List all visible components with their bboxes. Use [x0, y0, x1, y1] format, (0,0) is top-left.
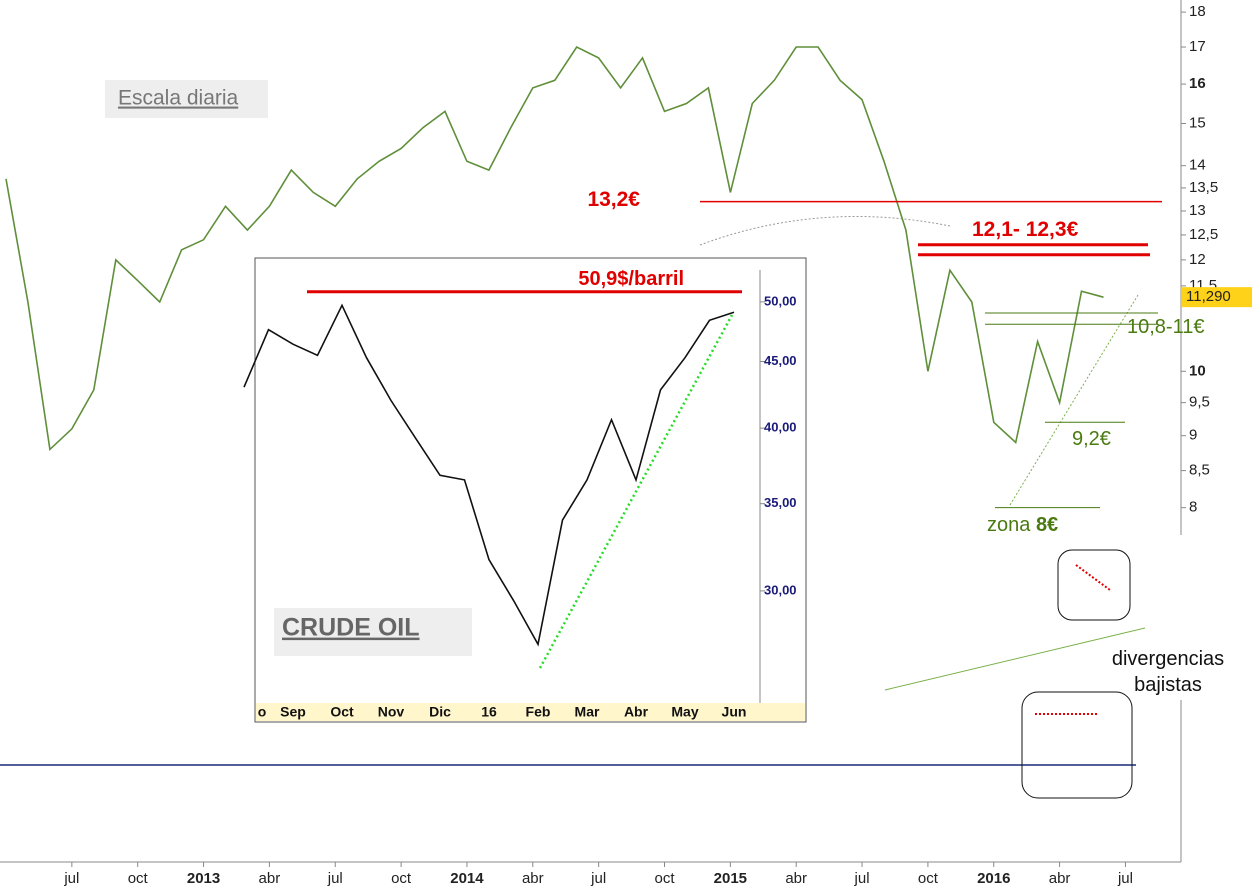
y-tick-label: 8,5: [1189, 462, 1210, 479]
y-tick-label: 35,00: [764, 495, 797, 510]
x-tick-label: 2014: [450, 870, 484, 887]
level-label: zona 8€: [987, 514, 1058, 536]
price-line: [5, 45, 1104, 452]
inset-chart: CRUDE OIL 30,00 35,00 40,00 45,00 50,00 o Sep O…: [243, 257, 807, 723]
x-tick-label: 2016: [977, 870, 1010, 887]
x-tick-label: jul: [854, 870, 870, 887]
x-tick-label: oct: [918, 870, 939, 887]
x-tick-label: oct: [654, 870, 675, 887]
y-tick-label: 10: [1189, 362, 1206, 379]
annotation-line: divergencias: [1112, 648, 1224, 670]
x-tick-label: jul: [1117, 870, 1133, 887]
x-tick-label: 2015: [714, 870, 747, 887]
x-tick-label: Mar: [575, 704, 600, 720]
divergence-line: [1075, 564, 1111, 591]
y-tick-label: 17: [1189, 38, 1206, 55]
y-tick-label: 9: [1189, 427, 1197, 444]
last-price-box: [1182, 287, 1252, 308]
x-tick-label: Jun: [722, 704, 747, 720]
x-tick-label: o: [258, 704, 267, 720]
x-tick-label: Nov: [378, 704, 405, 720]
x-tick-label: jul: [63, 870, 79, 887]
x-tick-label: Dic: [429, 704, 451, 720]
title-box: [105, 80, 268, 118]
level-label-text: 13,2€: [587, 188, 640, 211]
y-tick-label: 13: [1189, 202, 1206, 219]
trend-line: [1009, 294, 1139, 506]
trend-line: [538, 314, 734, 669]
level-label: 50,9$/barril: [578, 268, 684, 290]
x-tick-label: Oct: [330, 704, 354, 720]
inset-title: CRUDE OIL: [282, 614, 420, 642]
y-tick-label: 8: [1189, 499, 1197, 516]
level-label-bold: 8€: [1036, 514, 1058, 536]
x-tick-label: abr: [522, 870, 544, 887]
x-tick-label: Feb: [526, 704, 551, 720]
level-label: 13,2€: [587, 188, 640, 211]
chart-title: Escala diaria: [118, 87, 239, 110]
highlight-box: [1057, 549, 1131, 621]
y-tick-label: 45,00: [764, 353, 797, 368]
connector-arrow: [699, 215, 951, 246]
x-tick-label: jul: [590, 870, 606, 887]
last-price-label: 11,290: [1186, 288, 1231, 305]
x-tick-label: Sep: [280, 704, 306, 720]
x-tick-label: abr: [1049, 870, 1071, 887]
annotation: divergencias bajistas: [1112, 648, 1224, 696]
level-label-text: zona: [987, 514, 1031, 536]
y-tick-label: 40,00: [764, 420, 797, 435]
x-tick-label: oct: [128, 870, 149, 887]
y-tick-label: 16: [1189, 75, 1206, 92]
inset-axis-strip: [256, 703, 805, 721]
y-tick-label: 14: [1189, 157, 1206, 174]
level-label-text: 9,2€: [1072, 428, 1111, 450]
trend-line: [884, 627, 1146, 691]
highlight-box: [1021, 691, 1133, 799]
x-tick-label: abr: [785, 870, 807, 887]
level-label: 12,1- 12,3€: [972, 218, 1079, 241]
x-tick-label: jul: [327, 870, 343, 887]
level-label: 10,8-11€: [1127, 316, 1204, 338]
price-line: [243, 303, 735, 647]
x-tick-label: Abr: [624, 704, 649, 720]
x-tick-label: May: [671, 704, 698, 720]
y-tick-label: 50,00: [764, 293, 797, 308]
x-tick-label: oct: [391, 870, 412, 887]
x-tick-label: 2013: [187, 870, 220, 887]
y-tick-label: 9,5: [1189, 394, 1210, 411]
y-tick-label: 12: [1189, 251, 1206, 268]
level-label-text: 10,8-11€: [1127, 316, 1204, 338]
x-tick-label: 16: [481, 704, 497, 720]
level-label: 9,2€: [1072, 428, 1111, 450]
y-tick-label: 15: [1189, 114, 1206, 131]
y-tick-label: 13,5: [1189, 179, 1218, 196]
title-box: [274, 608, 472, 656]
annotation-line: bajistas: [1134, 674, 1202, 696]
x-tick-label: abr: [259, 870, 281, 887]
y-tick-label: 12,5: [1189, 226, 1218, 243]
level-label-text: 12,1- 12,3€: [972, 218, 1079, 241]
y-tick-label: 18: [1189, 3, 1206, 20]
y-tick-label: 30,00: [764, 582, 797, 597]
